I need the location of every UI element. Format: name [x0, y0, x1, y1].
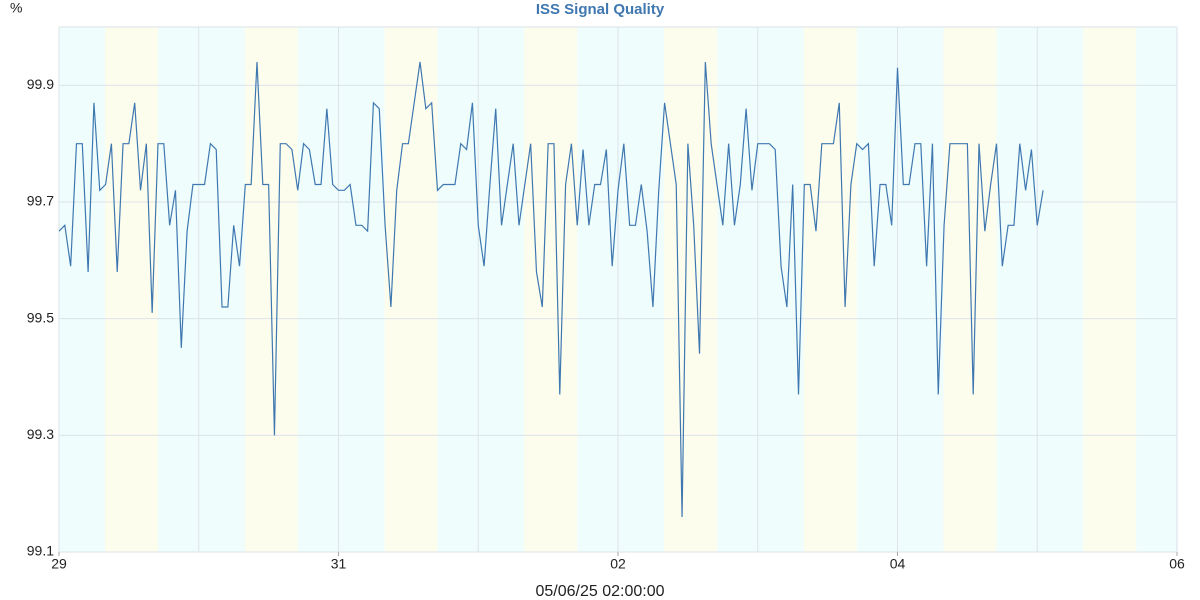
x-tick-label: 02: [610, 556, 626, 572]
chart-title: ISS Signal Quality: [536, 1, 665, 18]
band: [664, 27, 717, 552]
y-tick-label: 99.5: [27, 309, 54, 325]
x-tick-label: 31: [331, 556, 347, 572]
y-tick-label: 99.3: [27, 426, 54, 442]
x-tick-label: 04: [890, 556, 906, 572]
y-axis-label: %: [10, 0, 22, 16]
x-tick-label: 06: [1169, 556, 1185, 572]
y-tick-label: 99.9: [27, 76, 54, 92]
band: [384, 27, 438, 552]
band: [943, 27, 997, 552]
band: [803, 27, 857, 552]
x-tick-label: 29: [51, 556, 67, 572]
band: [524, 27, 578, 552]
band: [1083, 27, 1137, 552]
x-axis-label: 05/06/25 02:00:00: [535, 583, 664, 600]
y-tick-label: 99.7: [27, 193, 54, 209]
band: [105, 27, 158, 552]
y-tick-label: 99.1: [27, 543, 54, 559]
data-line: [58, 61, 1044, 518]
